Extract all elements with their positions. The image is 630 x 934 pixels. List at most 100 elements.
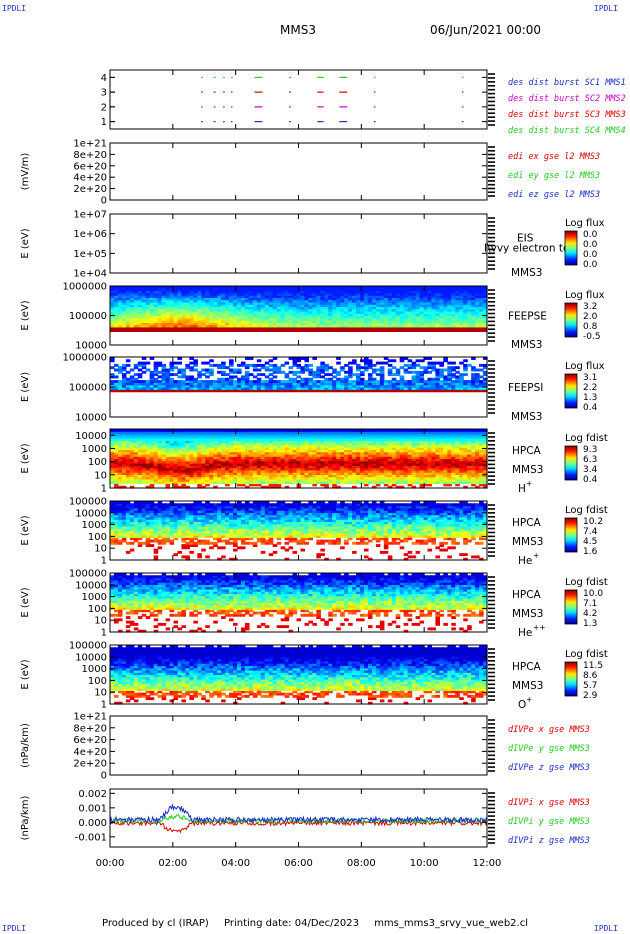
y-tick-label: 1: [101, 628, 107, 639]
legend-entry: edi ez gse l2 MMS3: [508, 190, 600, 200]
y-tick-label: 1: [101, 556, 107, 567]
colorbar: [564, 302, 578, 338]
y-axis-label: (nPa/km): [20, 796, 31, 841]
y-axis-label: E (eV): [20, 443, 31, 473]
colorbar-tick-label: 1.3: [583, 393, 597, 403]
spectrogram-cells: [110, 286, 488, 332]
x-tick-label: 08:00: [347, 858, 376, 869]
colorbar-tick-label: 3.2: [583, 302, 597, 312]
y-tick-label: 100000: [69, 311, 107, 322]
y-tick-label: 10000: [75, 652, 107, 663]
colorbar-title: Log flux: [565, 361, 605, 372]
y-tick-label: 2: [101, 102, 107, 113]
y-tick-label: 100000: [69, 641, 107, 652]
legend-entry: des dist burst SC2 MMS2: [508, 94, 626, 104]
spacecraft-label: MMS3: [511, 267, 542, 279]
x-tick-label: 12:00: [473, 858, 502, 869]
y-tick-label: 0.000: [78, 818, 107, 829]
y-tick-label: 100: [88, 676, 107, 687]
legend-entry: des dist burst SC3 MMS3: [508, 110, 626, 120]
colorbar-tick-label: 0.4: [583, 475, 598, 485]
colorbar-title: Log fdist: [565, 577, 608, 588]
panel-frame: [109, 69, 488, 130]
y-tick-label: 100000: [69, 383, 107, 394]
y-tick-label: 1e+06: [73, 229, 107, 240]
y-axis-label: (nPa/km): [20, 723, 31, 768]
y-tick-label: 6e+20: [73, 161, 107, 172]
colorbar: [564, 230, 578, 266]
instrument-label: FEEPSI: [508, 382, 543, 394]
colorbar-tick-label: 4.5: [583, 537, 597, 547]
legend-entry: des dist burst SC1 MMS1: [508, 78, 626, 88]
colorbar-tick-label: 2.2: [583, 383, 597, 393]
y-tick-label: 1000: [82, 664, 107, 675]
colorbar-tick-label: 0.0: [583, 260, 598, 270]
instrument-label: HPCA: [512, 589, 542, 601]
y-tick-label: 1e+04: [73, 269, 107, 280]
colorbar-tick-label: 7.4: [583, 527, 598, 537]
species-label: H: [518, 483, 526, 495]
legend-entry: des dist burst SC4 MMS4: [508, 126, 626, 136]
instrument-label: FEEPSE: [508, 311, 547, 323]
y-tick-label: 100000: [69, 569, 107, 580]
corner-tag-left: IPDLI: [2, 4, 27, 13]
spectrogram-cells: [110, 429, 488, 489]
colorbar-tick-label: 0.0: [583, 240, 598, 250]
legend-entry: edi ey gse l2 MMS3: [508, 171, 600, 181]
y-tick-label: 1000: [82, 520, 107, 531]
corner-tag-right: IPDLI: [593, 4, 618, 13]
colorbar: [564, 589, 578, 625]
y-tick-label: 10: [94, 544, 107, 555]
y-tick-label: 10000: [75, 413, 107, 424]
y-axis-label: E (eV): [20, 300, 31, 330]
colorbar-tick-label: 0.8: [583, 322, 598, 332]
panel-dpi: -0.001 0.000 0.001 0.002 (nPa/km) dIVPi x gse…: [20, 788, 590, 848]
colorbar-title: Log fdist: [565, 505, 608, 516]
y-tick-label: 0.001: [78, 803, 107, 814]
colorbar-tick-label: 5.7: [583, 681, 597, 691]
y-tick-label: 1: [101, 117, 107, 128]
spectrogram-cells: [110, 357, 488, 393]
colorbar-tick-label: 0.0: [583, 230, 598, 240]
y-axis-label: E (eV): [20, 659, 31, 689]
y-tick-label: 10000: [75, 580, 107, 591]
colorbar-tick-label: 0.0: [583, 250, 598, 260]
y-axis-label: E (eV): [20, 515, 31, 545]
colorbar-title: Log fdist: [565, 649, 608, 660]
y-axis-label: E (eV): [20, 228, 31, 258]
colorbar-tick-label: 6.3: [583, 455, 597, 465]
y-tick-label: 8e+20: [73, 150, 107, 161]
y-tick-label: 4e+20: [73, 173, 107, 184]
colorbar: [564, 373, 578, 409]
y-tick-label: 10000: [75, 431, 107, 442]
colorbar-tick-label: 2.0: [583, 312, 598, 322]
y-tick-label: -0.001: [75, 832, 107, 843]
plot-date: 06/Jun/2021 00:00: [430, 23, 542, 37]
y-tick-label: 100: [88, 604, 107, 615]
y-tick-label: 1e+21: [73, 712, 107, 723]
colorbar-tick-label: 2.9: [583, 691, 598, 701]
y-tick-label: 1: [101, 700, 107, 711]
x-tick-label: 10:00: [410, 858, 439, 869]
series-line-blue: [109, 803, 488, 825]
y-tick-label: 1000: [82, 444, 107, 455]
legend-entry: edi ex gse l2 MMS3: [508, 152, 600, 162]
colorbar-tick-label: 10.0: [583, 589, 603, 599]
charge-label: +: [526, 695, 532, 704]
colorbar-tick-label: 1.6: [583, 547, 598, 557]
spectrogram-cells: [110, 501, 488, 561]
y-tick-label: 6e+20: [73, 735, 107, 746]
y-tick-label: 0.002: [78, 789, 107, 800]
spacecraft-label: MMS3: [512, 464, 543, 476]
y-tick-label: 4: [101, 73, 107, 84]
corner-tag-bottom-right: IPDLI: [593, 924, 618, 933]
colorbar-tick-label: 3.1: [583, 373, 597, 383]
legend-entry: dIVPi x gse MMS3: [508, 798, 590, 808]
colorbar: [564, 661, 578, 697]
y-tick-label: 10: [94, 470, 107, 481]
y-tick-label: 100: [88, 457, 107, 468]
